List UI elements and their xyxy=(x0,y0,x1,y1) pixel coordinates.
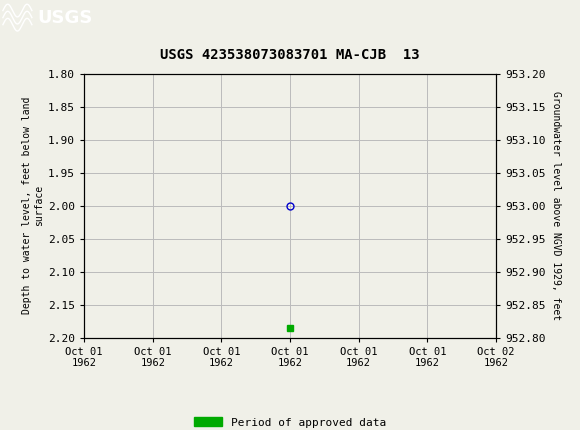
Y-axis label: Depth to water level, feet below land
surface: Depth to water level, feet below land su… xyxy=(22,97,44,314)
Y-axis label: Groundwater level above NGVD 1929, feet: Groundwater level above NGVD 1929, feet xyxy=(551,91,561,320)
Legend: Period of approved data: Period of approved data xyxy=(190,413,390,430)
Text: USGS 423538073083701 MA-CJB  13: USGS 423538073083701 MA-CJB 13 xyxy=(160,48,420,61)
Text: USGS: USGS xyxy=(38,9,93,27)
